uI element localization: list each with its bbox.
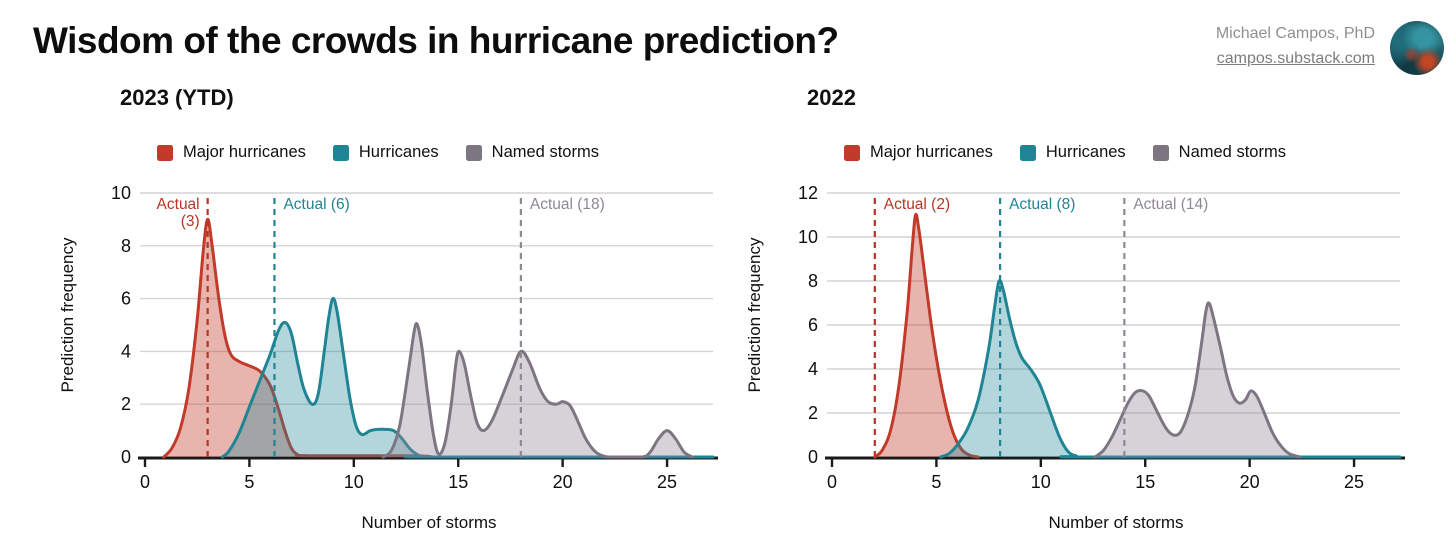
- x-tick-label: 20: [553, 472, 573, 492]
- legend-label: Hurricanes: [1045, 143, 1126, 161]
- legend-item-named-storms: Named storms: [1152, 143, 1286, 162]
- y-tick-label: 0: [121, 447, 131, 467]
- actual-label: Actual: [157, 196, 200, 213]
- x-tick-label: 5: [931, 472, 941, 492]
- legend-swatch: [1019, 144, 1036, 161]
- y-tick-label: 2: [121, 394, 131, 414]
- legend: Major hurricanes Hurricanes Named storms: [844, 143, 1286, 162]
- x-axis-label: Number of storms: [1048, 513, 1184, 532]
- x-tick-label: 25: [657, 472, 677, 492]
- density-fill-hurricanes: [940, 280, 1400, 457]
- x-tick-label: 5: [244, 472, 254, 492]
- legend-item-major-hurricanes: Major hurricanes: [844, 143, 993, 162]
- x-axis-label: Number of storms: [361, 513, 497, 532]
- y-tick-label: 8: [808, 271, 818, 291]
- density-curve-hurricanes: [939, 278, 1402, 459]
- density-curve-hurricanes: [220, 297, 715, 459]
- legend-swatch: [465, 144, 482, 161]
- x-tick-label: 10: [1031, 472, 1051, 492]
- y-tick-label: 4: [808, 359, 818, 379]
- legend-swatch: [332, 144, 349, 161]
- legend-item-hurricanes: Hurricanes: [1019, 143, 1126, 162]
- actual-label: Actual (2): [884, 196, 950, 213]
- y-tick-label: 6: [808, 315, 818, 335]
- legend-label: Major hurricanes: [870, 143, 993, 161]
- legend-label: Hurricanes: [358, 143, 439, 161]
- legend-swatch: [844, 144, 860, 161]
- legend-item-major-hurricanes: Major hurricanes: [157, 143, 306, 162]
- legend-label: Named storms: [491, 143, 599, 161]
- byline: Michael Campos, PhD campos.substack.com: [1216, 22, 1375, 72]
- density-fill-major-hurricanes: [874, 214, 979, 457]
- legend-swatch: [157, 144, 173, 161]
- actual-label: Actual (6): [283, 196, 349, 213]
- y-tick-label: 10: [798, 227, 818, 247]
- y-tick-label: 4: [121, 341, 131, 361]
- site-link[interactable]: campos.substack.com: [1216, 49, 1375, 67]
- legend-label: Major hurricanes: [183, 143, 306, 161]
- y-tick-label: 0: [808, 447, 818, 467]
- avatar[interactable]: [1390, 21, 1444, 75]
- legend-item-named-storms: Named storms: [465, 143, 599, 162]
- legend-swatch: [1152, 144, 1169, 161]
- actual-label: (3): [181, 213, 200, 230]
- density-curve-named-storms: [1093, 301, 1302, 459]
- density-curve-major-hurricanes: [162, 217, 435, 459]
- actual-label: Actual (18): [530, 196, 605, 213]
- legend-item-hurricanes: Hurricanes: [332, 143, 439, 162]
- x-tick-label: 10: [344, 472, 364, 492]
- x-tick-label: 0: [140, 472, 150, 492]
- legend-label: Named storms: [1178, 143, 1286, 161]
- x-tick-label: 25: [1344, 472, 1364, 492]
- actual-label: Actual (14): [1133, 196, 1208, 213]
- plot-area: 0 5 10 15 20 25 0 2 4 6 8 10 Actual(3) Actual (6) Actu…: [111, 183, 718, 492]
- author-name: Michael Campos, PhD: [1215, 25, 1375, 42]
- density-curve-major-hurricanes: [873, 212, 980, 459]
- y-tick-label: 12: [798, 183, 818, 203]
- y-tick-label: 2: [808, 403, 818, 423]
- chart-2022: 2022 Major hurricanes Hurricanes Named sto…: [727, 85, 1432, 547]
- x-tick-label: 15: [1135, 472, 1155, 492]
- density-fill-named-storms: [383, 323, 693, 457]
- chart-title: 2022: [807, 85, 856, 110]
- y-tick-label: 10: [111, 183, 131, 203]
- plot-area: 0 5 10 15 20 25 0 2 4 6 8 10 12 Actual (2) Actual (8) A…: [798, 183, 1405, 492]
- x-tick-label: 0: [827, 472, 837, 492]
- page-title: Wisdom of the crowds in hurricane predic…: [33, 20, 839, 61]
- chart-title: 2023 (YTD): [120, 85, 234, 110]
- density-curve-named-storms: [381, 321, 694, 459]
- y-tick-label: 6: [121, 289, 131, 309]
- legend: Major hurricanes Hurricanes Named storms: [157, 143, 599, 162]
- density-fill-major-hurricanes: [163, 219, 434, 457]
- y-tick-label: 8: [121, 236, 131, 256]
- chart-2023-ytd: 2023 (YTD) Major hurricanes Hurricanes Nam…: [40, 85, 745, 547]
- actual-label: Actual (8): [1009, 196, 1075, 213]
- x-tick-label: 20: [1240, 472, 1260, 492]
- density-fill-hurricanes: [222, 298, 713, 457]
- x-tick-label: 15: [448, 472, 468, 492]
